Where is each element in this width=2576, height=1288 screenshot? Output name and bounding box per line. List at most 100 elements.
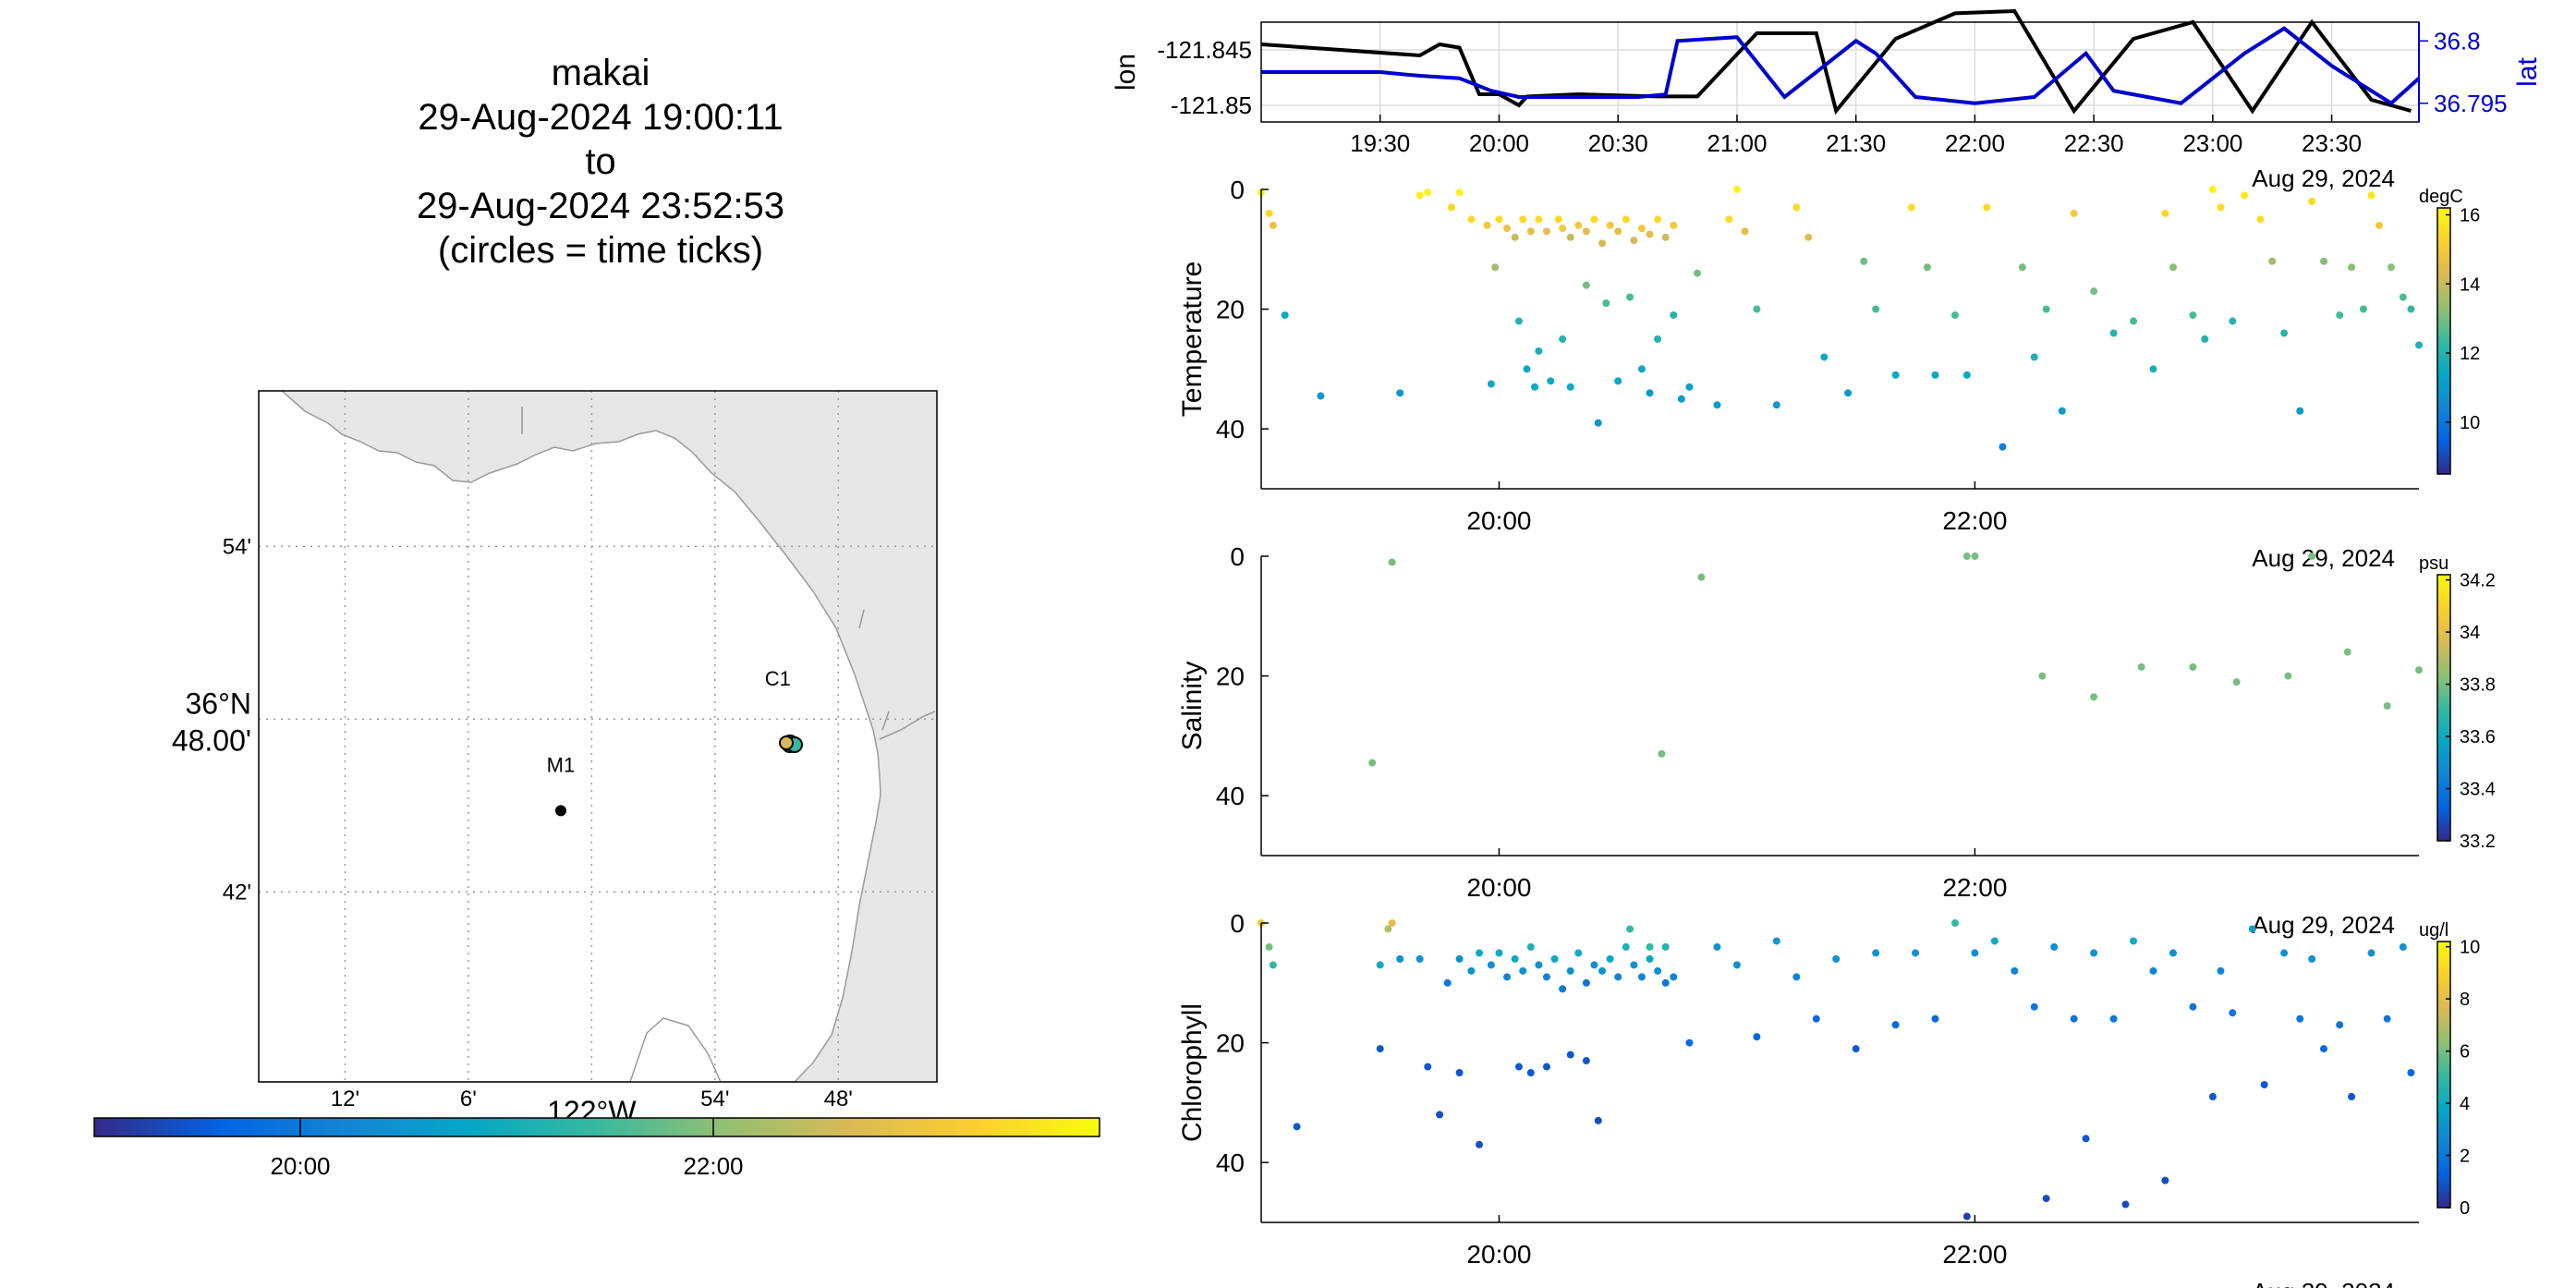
data-point <box>1832 954 1841 963</box>
data-point <box>1566 966 1574 975</box>
data-point <box>1732 186 1741 193</box>
data-point <box>1626 925 1634 933</box>
colorbar-tick-label: 10 <box>2460 413 2480 433</box>
data-point <box>1598 239 1607 248</box>
data-point <box>1872 949 1880 957</box>
data-point <box>1483 221 1491 229</box>
data-point <box>2030 353 2038 361</box>
data-point <box>2241 191 2249 200</box>
data-point <box>1872 305 1880 313</box>
data-point <box>1753 305 1761 313</box>
data-point <box>1594 419 1602 427</box>
colorbar-tick-label: 33.6 <box>2460 727 2496 747</box>
data-point <box>1891 371 1900 379</box>
data-point <box>1559 225 1567 233</box>
data-point <box>1582 227 1590 236</box>
data-point <box>1535 215 1543 224</box>
colorbar <box>2436 574 2451 842</box>
position-x-tick-label: 19:30 <box>1350 129 1410 157</box>
data-point <box>1725 215 1733 224</box>
chart-ylabel: Temperature <box>1177 261 1208 417</box>
data-point <box>2090 287 2098 296</box>
data-point <box>2217 966 2225 975</box>
data-point <box>2308 197 2316 205</box>
x-tick-label: 20:00 <box>1466 1240 1531 1269</box>
data-point <box>2280 949 2289 957</box>
data-point <box>1455 1069 1464 1076</box>
title-line-1: makai <box>551 53 650 93</box>
data-point <box>2011 966 2019 975</box>
map-lat-label: 54' <box>223 534 251 559</box>
colorbar-tick-label: 33.8 <box>2460 675 2496 696</box>
data-point <box>2320 257 2328 265</box>
x-tick-label: 22:00 <box>1942 873 2007 902</box>
data-point <box>2070 209 2078 217</box>
data-point <box>1293 1123 1301 1131</box>
data-point <box>2232 678 2241 687</box>
data-point <box>1424 188 1432 197</box>
data-point <box>1526 227 1535 236</box>
data-point <box>1962 553 1971 560</box>
data-point <box>1646 230 1654 238</box>
data-point <box>1436 1111 1444 1119</box>
data-point <box>1661 978 1670 987</box>
colorbar-tick-label: 34.2 <box>2460 571 2496 591</box>
data-point <box>2248 925 2256 933</box>
data-point <box>1602 299 1610 308</box>
data-point <box>2169 949 2177 957</box>
data-point <box>2229 317 2237 325</box>
data-point <box>1269 961 1277 969</box>
data-point <box>1503 225 1512 233</box>
data-point <box>1792 203 1801 212</box>
y-tick-label: 20 <box>1216 662 1245 691</box>
data-point <box>1281 311 1289 320</box>
position-y-tick-label: -121.85 <box>1171 91 1252 119</box>
data-point <box>2090 693 2098 701</box>
x-tick-label: 20:00 <box>1466 873 1531 902</box>
data-point <box>1269 221 1277 229</box>
data-point <box>2137 662 2145 671</box>
data-point <box>1487 961 1495 969</box>
data-point <box>1646 954 1654 963</box>
data-point <box>1511 233 1519 241</box>
y-tick-label: 0 <box>1230 176 1245 204</box>
series-line-lat <box>1261 26 2421 106</box>
data-point <box>1606 954 1614 963</box>
data-point <box>1646 389 1654 397</box>
data-point <box>1697 573 1706 581</box>
colorbar-tick-label: 4 <box>2460 1094 2470 1114</box>
data-point <box>2082 1135 2090 1143</box>
position-x-tick-label: 22:30 <box>2064 129 2124 157</box>
data-point <box>1416 191 1424 200</box>
data-point <box>1670 311 1678 320</box>
data-point <box>1614 227 1622 236</box>
colorbar-tick-label: 16 <box>2460 205 2480 225</box>
track-colorbar-tick-label: 22:00 <box>683 1152 743 1180</box>
data-point <box>2260 1080 2268 1088</box>
map-lon-label: 48' <box>824 1087 853 1112</box>
data-point <box>1396 389 1404 397</box>
colorbar-tick-label: 2 <box>2460 1147 2470 1167</box>
data-point <box>2296 1015 2304 1023</box>
data-point <box>1670 973 1678 981</box>
data-point <box>1844 389 1853 397</box>
data-point <box>2038 672 2047 680</box>
data-point <box>1487 380 1495 388</box>
data-point <box>1542 973 1550 981</box>
position-x-tick-label: 22:00 <box>1945 129 2005 157</box>
data-point <box>1559 335 1567 343</box>
data-point <box>1792 973 1801 981</box>
position-y-tick-label: -121.845 <box>1157 36 1252 64</box>
data-point <box>1907 203 1915 212</box>
data-point <box>2320 1045 2328 1053</box>
data-point <box>2189 311 2197 320</box>
data-point <box>1455 954 1464 963</box>
data-point <box>1732 961 1741 969</box>
data-point <box>2348 1092 2356 1100</box>
data-point <box>1677 395 1685 403</box>
data-point <box>1971 949 1979 957</box>
data-point <box>1990 937 1999 945</box>
data-point <box>1891 1021 1900 1029</box>
data-point <box>1931 1015 1939 1023</box>
colorbar <box>2436 941 2451 1209</box>
